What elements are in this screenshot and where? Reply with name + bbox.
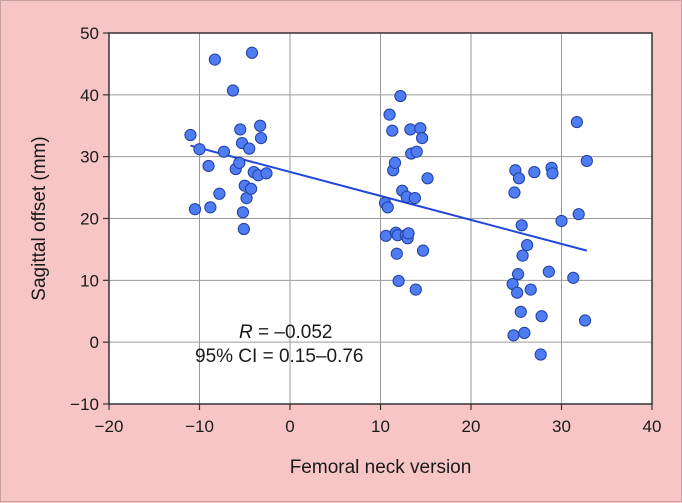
data-point xyxy=(237,222,250,236)
data-point xyxy=(244,182,258,195)
y-tick-label: 10 xyxy=(80,271,99,290)
trend-line xyxy=(190,144,588,252)
data-point xyxy=(567,271,580,284)
y-tick-label: 20 xyxy=(80,210,99,229)
y-tick-label: 30 xyxy=(80,148,99,167)
data-point xyxy=(542,265,555,278)
data-point xyxy=(234,123,247,136)
data-point xyxy=(217,145,231,158)
data-point xyxy=(555,214,568,228)
data-point xyxy=(507,329,520,342)
data-point xyxy=(381,201,394,214)
data-point xyxy=(202,159,215,173)
data-point xyxy=(402,227,415,240)
data-point xyxy=(546,167,559,180)
data-point xyxy=(524,283,537,296)
r-symbol: R xyxy=(239,322,253,343)
data-point xyxy=(534,348,547,361)
x-tick-label: −20 xyxy=(95,417,124,436)
data-point xyxy=(508,186,521,199)
plot-border xyxy=(108,32,653,405)
y-tick-label: 0 xyxy=(90,333,99,352)
data-point xyxy=(409,283,422,296)
data-point xyxy=(394,89,407,103)
data-point xyxy=(260,167,273,180)
data-point xyxy=(404,123,417,136)
data-point xyxy=(193,143,206,156)
data-point xyxy=(410,145,423,158)
y-tick-label: 40 xyxy=(80,86,99,105)
data-point xyxy=(512,172,526,185)
r-value: = –0.052 xyxy=(253,322,333,343)
data-point xyxy=(514,305,527,318)
data-point xyxy=(416,132,429,145)
ci-annotation: 95% CI = 0.15–0.76 xyxy=(195,346,364,367)
data-points xyxy=(184,46,593,361)
data-point xyxy=(245,46,259,59)
x-tick-label: 40 xyxy=(643,417,662,436)
data-point xyxy=(521,238,534,252)
y-tick-label: 50 xyxy=(80,24,99,43)
data-point xyxy=(515,219,528,232)
data-point xyxy=(254,132,268,145)
data-point xyxy=(535,310,548,323)
x-tick-label: −10 xyxy=(185,417,214,436)
data-point xyxy=(236,206,250,219)
data-point xyxy=(578,314,592,327)
data-point xyxy=(213,187,226,200)
x-axis-title: Femoral neck version xyxy=(290,457,472,478)
data-point xyxy=(233,156,246,169)
data-point xyxy=(518,326,531,339)
data-point xyxy=(204,201,217,214)
x-tick-label: 10 xyxy=(371,417,390,436)
data-point xyxy=(388,156,402,169)
y-tick-label: −10 xyxy=(70,395,99,414)
x-tick-label: 20 xyxy=(462,417,481,436)
data-point xyxy=(226,84,240,97)
data-point xyxy=(511,268,525,281)
data-point xyxy=(421,172,434,185)
data-point xyxy=(572,208,585,221)
x-axis-ticks: −20 −10 0 10 20 30 40 xyxy=(95,404,662,436)
data-point xyxy=(528,166,541,179)
data-point xyxy=(516,249,529,262)
data-point xyxy=(511,286,524,299)
data-point xyxy=(390,247,403,260)
data-point xyxy=(392,274,405,288)
x-tick-label: 0 xyxy=(285,417,294,436)
data-point xyxy=(208,53,221,66)
data-point xyxy=(184,128,197,142)
x-tick-label: 30 xyxy=(552,417,571,436)
data-point xyxy=(188,203,202,216)
data-point xyxy=(414,122,427,135)
data-point xyxy=(254,119,267,132)
data-point xyxy=(580,154,593,168)
data-point xyxy=(408,191,421,205)
data-point xyxy=(243,142,256,155)
data-point xyxy=(416,244,430,257)
data-point xyxy=(570,115,583,129)
data-point xyxy=(383,108,396,121)
y-axis-title: Sagittal offset (mm) xyxy=(29,136,50,300)
data-point xyxy=(386,124,399,137)
y-axis-ticks: −10 0 10 20 30 40 50 xyxy=(70,24,109,414)
r-annotation: R = –0.052 xyxy=(239,322,333,343)
